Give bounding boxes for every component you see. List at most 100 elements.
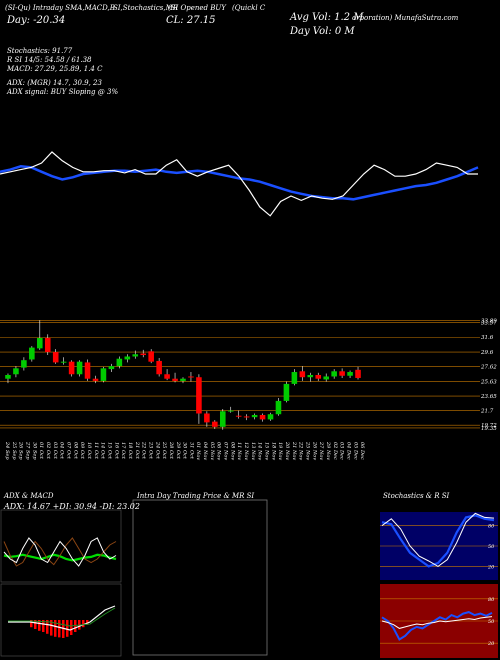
price-level-label: 19.35 [481,426,497,432]
macd-histogram-bar [54,620,57,637]
price-level-label: 21.7 [480,409,494,415]
stochastics-level-label: 80 [488,524,495,530]
adx-panel-frame [0,509,122,583]
date-tick-label: 14 Nov [257,442,263,460]
rsi-series-line [381,611,493,641]
sma-line [0,165,479,201]
date-tick-label: 08 Oct [72,442,78,460]
date-tick-label: 04 Dec [346,442,352,460]
day-volume: Day Vol: 0 M [290,26,355,37]
candle-body [5,375,11,379]
header-line-2: SI,Stochastics,MR [113,4,179,12]
adx-readout: ADX: (MGR) 14.7, 30.9, 23 [7,79,102,87]
date-tick-label: 07 Oct [65,442,71,460]
stochastics-level-label: 50 [488,544,495,550]
date-tick-label: 16 Oct [113,442,119,460]
date-tick-label: 09 Oct [79,442,85,460]
candle-body [275,400,282,415]
candle-body [188,376,194,378]
candle-body [164,374,170,379]
company-name: orporation) MunafaSutra.com [352,14,459,22]
macd-line [8,605,116,631]
candle-body [291,372,298,384]
rsi-level-label: 50 [488,619,495,625]
date-tick-label: 10 Oct [86,442,92,460]
avg-volume: Avg Vol: 1.2 M [290,12,364,23]
stochastics-panel-title: Stochastics & R SI [383,492,450,500]
candle-body [156,360,162,375]
price-level-label: 29.6 [480,350,494,356]
header-line-4: (Quickl C [232,4,266,12]
date-tick-label: 22 Oct [141,441,147,460]
date-tick-label: 07 Nov [223,442,229,460]
date-tick-label: 21 Oct [134,441,140,460]
candle-body [172,378,178,381]
date-tick-label: 22 Nov [298,441,304,460]
candle-body [68,361,75,375]
macd-readout: MACD: 27.29, 25.89, 1.4 C [7,65,103,73]
date-tick-label: 06 Nov [216,442,222,460]
date-tick-label: 05 Dec [352,442,358,460]
candle-body [116,358,123,367]
adx-series-line [3,537,117,567]
date-tick-label: 04 Nov [202,442,208,460]
candle-body [21,360,27,368]
candle-body [29,347,35,360]
date-tick-label: 26 Nov [311,441,317,460]
candle-body [204,413,210,423]
intraday-panel-frame [132,499,268,656]
candle-body [347,372,353,376]
macd-histogram-bar [30,620,33,628]
candle-body [84,362,91,379]
date-tick-label: 15 Oct [106,442,112,460]
rsi-series-line [381,616,493,629]
adx-values: ADX: 14.67 +DI: 30.94 -DI: 23.02 [4,502,140,511]
stochastics-readout: Stochastics: 91.77 [7,47,73,55]
candle-body [100,368,107,381]
date-tick-label: 31 Oct [188,442,194,460]
date-tick-label: 25 Oct [161,441,167,460]
date-tick-label: 28 Oct [168,441,174,460]
macd-signal-line [8,607,116,627]
macd-histogram-bar [86,620,89,625]
candle-body [37,337,43,349]
macd-histogram-bar [38,620,41,631]
date-tick-label: 21 Nov [291,441,297,460]
candle-body [92,378,99,381]
candle-body [212,421,218,427]
candle-body [219,411,226,427]
date-tick-label: 20 Nov [284,441,290,460]
header-line-3: (SI Opened BUY [168,4,226,12]
candle-body [299,371,306,378]
date-tick-label: 29 Oct [175,441,181,460]
macd-histogram-bar [50,620,53,636]
candle-body [140,353,147,356]
date-tick-label: 06 Dec [359,442,365,460]
candle-body [323,376,329,380]
adx-macd-panel-title: ADX & MACD [4,492,54,500]
candle-body [251,414,258,418]
date-tick-label: 26 Sep [18,441,24,460]
adx-signal-readout: ADX signal: BUY Sloping @ 3% [7,88,119,96]
date-tick-label: 24 Sep [4,441,10,460]
candle-body [243,416,250,418]
price-level-label: 25.63 [480,379,497,385]
date-tick-label: 08 Nov [229,442,235,460]
date-tick-label: 25 Nov [305,441,311,460]
candle-body [307,375,314,378]
date-tick-label: 17 Oct [120,442,126,460]
candle-body [196,377,202,414]
date-tick-label: 27 Nov [318,441,324,460]
date-tick-label: 18 Nov [270,442,276,460]
macd-histogram-bar [42,620,45,632]
date-tick-label: 27 Sep [24,441,30,460]
adx-series-line [3,537,117,567]
price-line [0,151,478,217]
date-tick-label: 15 Nov [264,442,270,460]
price-level-label: 23.65 [480,394,497,400]
candle-body [76,361,83,375]
candle-body [52,352,59,363]
date-tick-label: 30 Sep [31,442,37,460]
price-level-label: 19.72 [481,423,497,429]
